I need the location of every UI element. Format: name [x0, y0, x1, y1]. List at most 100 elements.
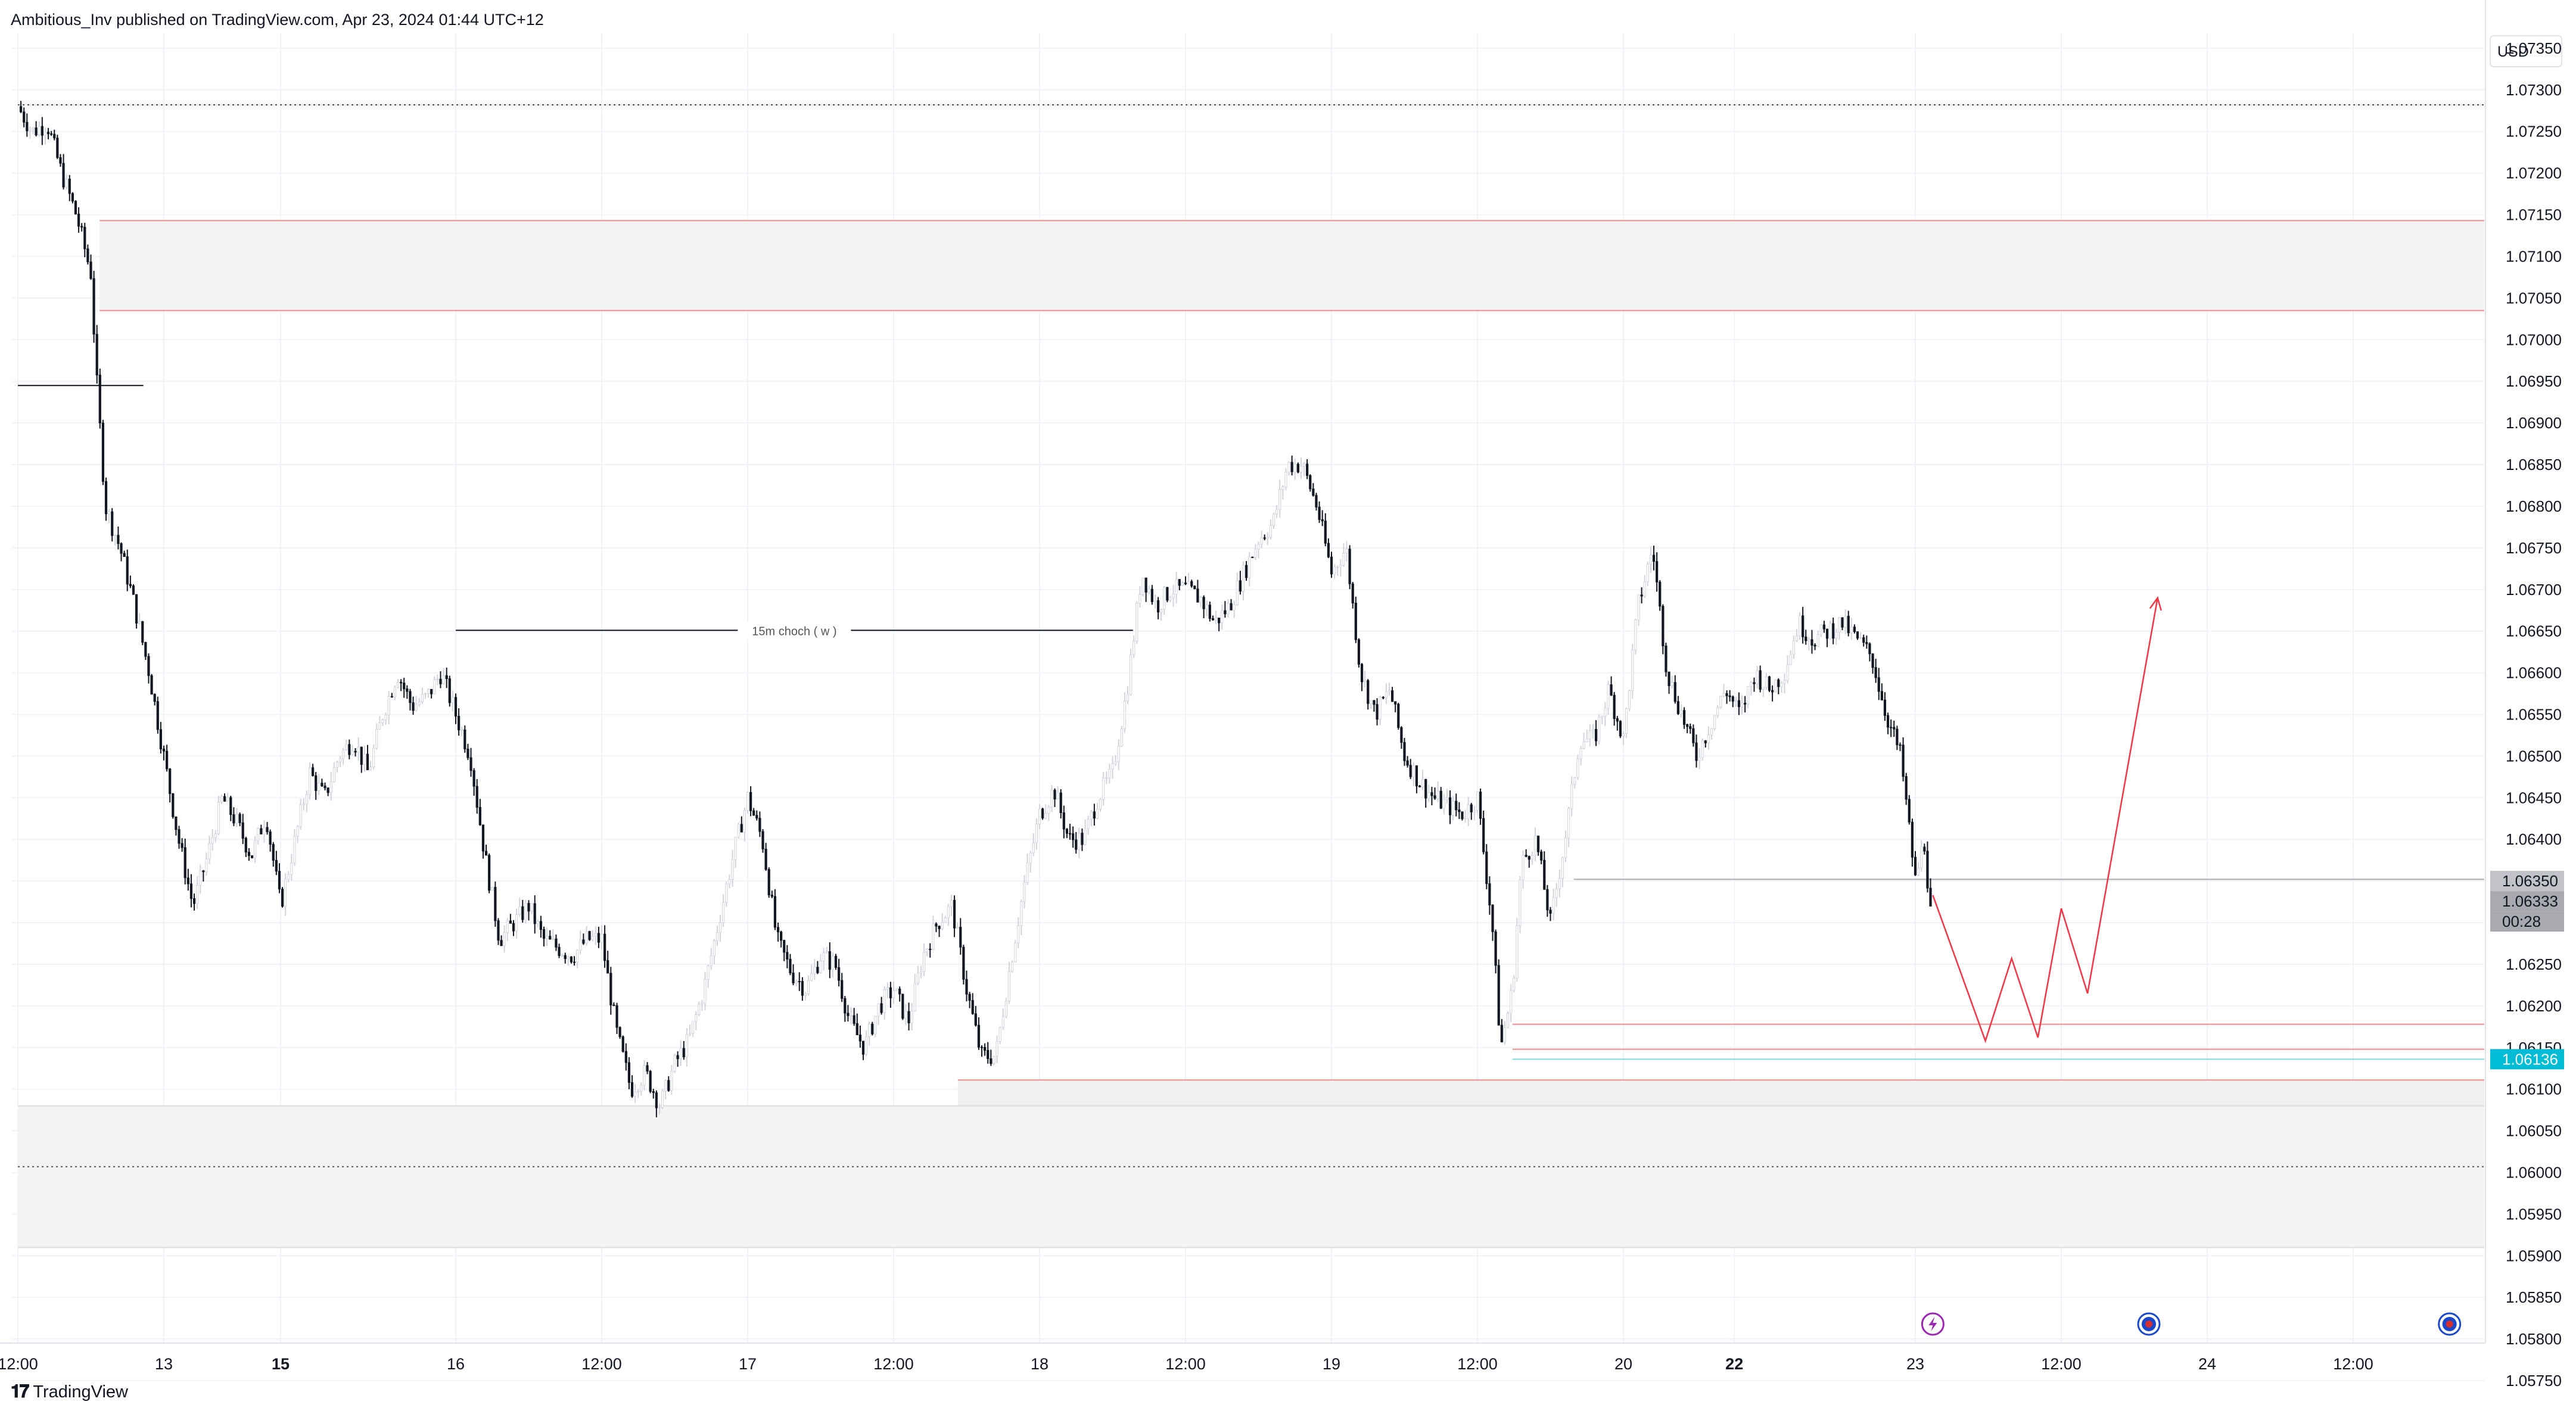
candle-body: [558, 946, 561, 956]
candle-body: [494, 887, 497, 921]
candle-body: [244, 837, 247, 853]
event-markers[interactable]: [1921, 1312, 2462, 1336]
lightning-event-icon[interactable]: [1921, 1312, 1945, 1336]
candle-body: [1783, 680, 1786, 684]
us-flag-event-icon[interactable]: [2438, 1312, 2462, 1336]
candle-body: [515, 914, 518, 932]
time-axis[interactable]: 12:00 13 15 16 12:00 17 12:00 18 12:00 19 12:00 20 2…: [0, 1343, 2485, 1373]
candle-body: [1659, 581, 1662, 607]
candle-body: [1722, 693, 1725, 697]
candle-body: [740, 824, 743, 833]
candle-body: [1613, 694, 1616, 719]
candle-body: [1750, 682, 1753, 687]
candle-body: [427, 689, 430, 694]
candle-body: [646, 1065, 649, 1072]
candle-body: [795, 980, 798, 983]
currency-selector: [2490, 35, 2562, 67]
candle-body: [1850, 627, 1853, 633]
candle-body: [980, 1047, 984, 1048]
price-tick-label: 1.06950: [2506, 372, 2562, 390]
candle-body: [1032, 842, 1035, 854]
candle-body: [1689, 726, 1692, 729]
candle-body: [357, 746, 360, 753]
projection-path: [1932, 597, 2158, 1044]
candle-body: [192, 898, 196, 904]
candle-body: [536, 921, 539, 924]
candle-body: [1622, 733, 1625, 737]
candle-body: [1847, 615, 1850, 633]
candle-body: [1208, 605, 1211, 619]
candle-body: [1862, 637, 1865, 643]
candle-body: [1245, 565, 1248, 578]
candle-body: [701, 1002, 704, 1005]
tradingview-logo[interactable]: 𝟏𝟕 TradingView: [11, 1382, 128, 1402]
candle-body: [120, 543, 123, 554]
candle-body: [512, 923, 515, 932]
candle-body: [1202, 597, 1205, 609]
candle-body: [1802, 615, 1805, 637]
candle-body: [746, 792, 749, 811]
candle-body: [567, 956, 570, 960]
candle-body: [1667, 671, 1670, 686]
candle-body: [938, 926, 941, 929]
candle-body: [101, 422, 105, 482]
candle-body: [1634, 619, 1637, 650]
price-tick-label: 1.06750: [2506, 539, 2562, 557]
candle-body: [211, 837, 214, 844]
candle-body: [864, 1036, 868, 1055]
candle-body: [345, 744, 348, 750]
candle-body: [773, 896, 777, 928]
candle-body: [1382, 697, 1385, 699]
price-tick-label: 1.06850: [2506, 456, 2562, 474]
candle-body: [1090, 811, 1093, 820]
candle-body: [1367, 680, 1370, 704]
candle-body: [953, 899, 956, 929]
candle-body: [132, 585, 135, 595]
candle-body: [1488, 883, 1491, 906]
candle-body: [1056, 792, 1059, 800]
candle-body: [1516, 925, 1519, 979]
candle-body: [1193, 585, 1196, 590]
candle-body: [1768, 676, 1771, 691]
candle-body: [326, 787, 329, 793]
us-flag-event-icon[interactable]: [2137, 1312, 2161, 1336]
candle-body: [266, 827, 269, 833]
candle-body: [1604, 708, 1607, 717]
candle-body: [761, 831, 764, 849]
candle-body: [1221, 610, 1224, 624]
candle-body: [451, 697, 454, 703]
candle-body: [661, 1091, 664, 1108]
candle-body: [971, 1000, 974, 1014]
candle-body: [332, 767, 335, 783]
candle-body: [1315, 495, 1318, 507]
candle-body: [1902, 745, 1905, 777]
candle-body: [579, 939, 582, 951]
candle-body: [695, 1014, 698, 1022]
candle-body: [509, 920, 512, 924]
candle-body: [1394, 701, 1397, 705]
candle-body: [1765, 676, 1768, 688]
candle-body: [1023, 882, 1026, 902]
candle-body: [1533, 835, 1537, 856]
candle-body: [935, 923, 938, 927]
candle-body: [1321, 519, 1324, 522]
candle-body: [1880, 691, 1883, 700]
candle-body: [1117, 746, 1120, 762]
candle-body: [1856, 631, 1859, 639]
candle-body: [278, 871, 281, 890]
candle-body: [32, 127, 35, 130]
candle-body: [217, 802, 220, 834]
candle-body: [944, 917, 947, 923]
candle-body: [1029, 852, 1032, 864]
candle-body: [26, 122, 29, 132]
candle-body: [987, 1050, 990, 1059]
candle-body: [1725, 693, 1728, 696]
candle-body: [41, 126, 43, 136]
candle-body: [189, 883, 193, 899]
candle-body: [1351, 583, 1354, 604]
candle-body: [321, 783, 323, 787]
candle-body: [810, 973, 813, 981]
candle-body: [1530, 855, 1533, 860]
